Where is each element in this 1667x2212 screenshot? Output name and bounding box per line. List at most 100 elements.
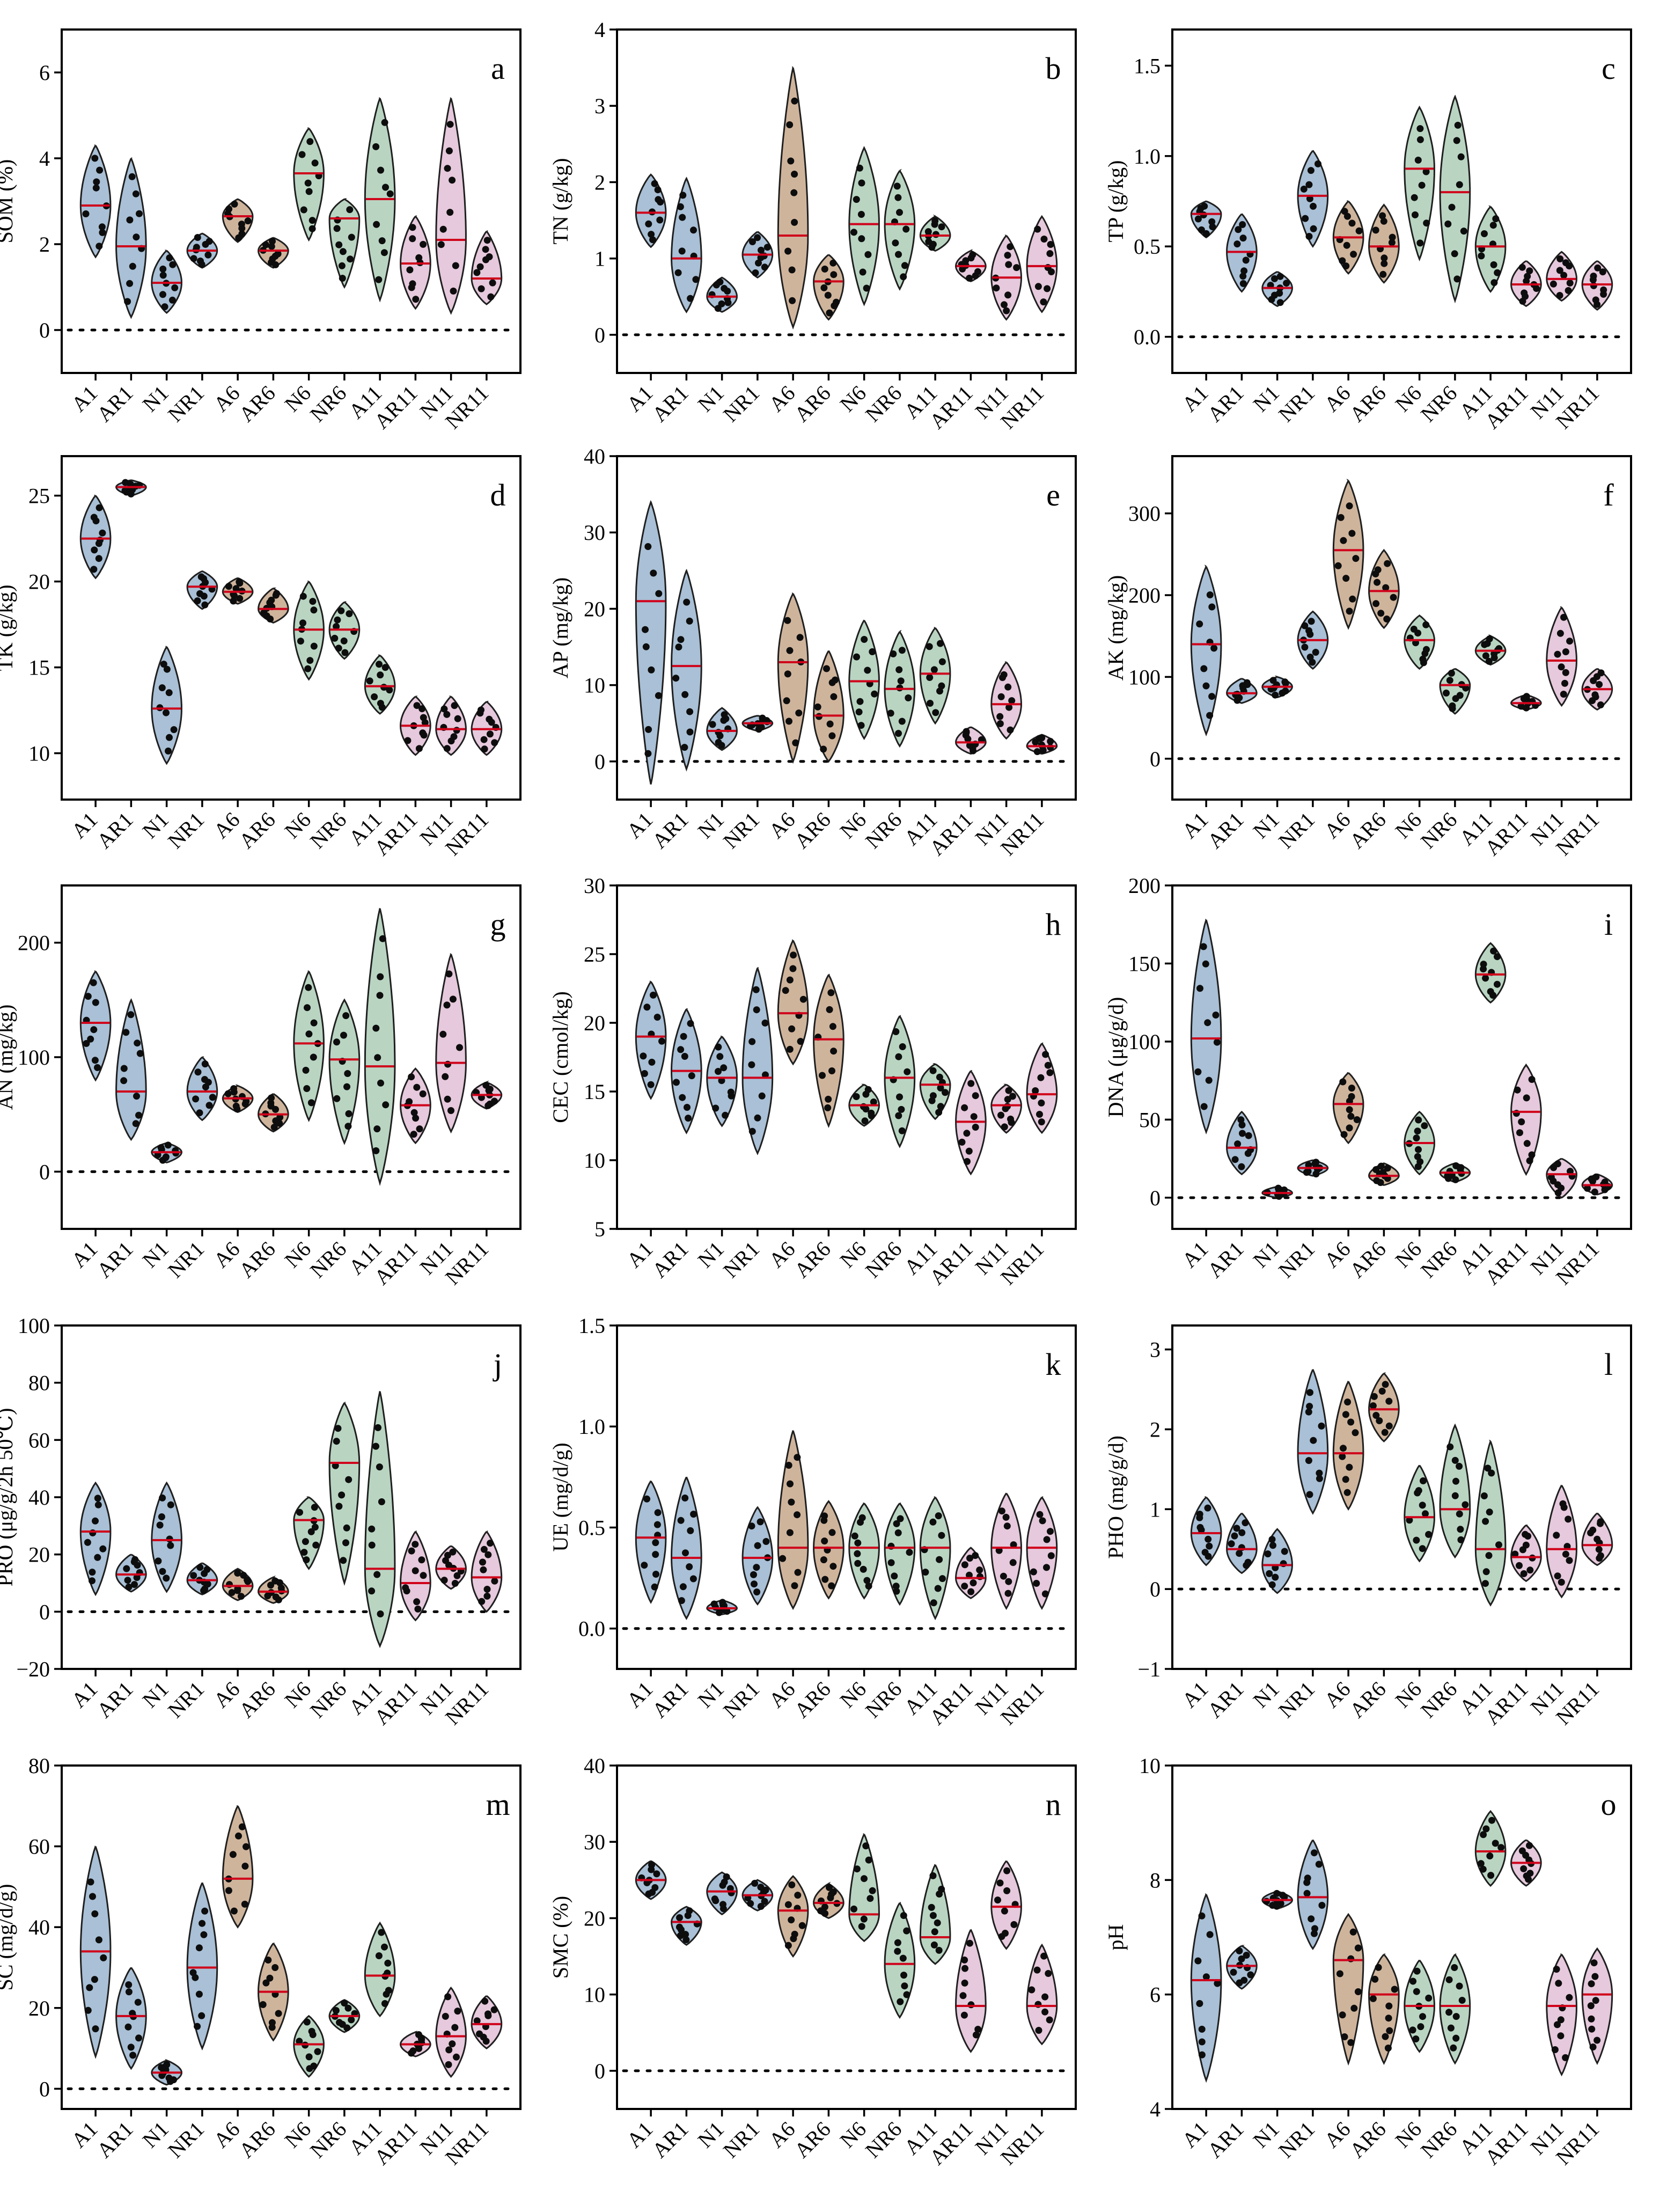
data-point <box>1276 273 1284 280</box>
data-point <box>196 590 203 597</box>
data-point <box>443 1001 451 1009</box>
data-point <box>451 702 458 709</box>
data-point <box>1416 239 1424 247</box>
data-point <box>823 665 830 672</box>
data-point <box>447 1107 454 1114</box>
data-point <box>1196 2000 1203 2007</box>
data-point <box>312 1541 320 1549</box>
data-point <box>643 1495 651 1503</box>
violin-A6 <box>777 1430 809 1610</box>
data-point <box>868 1109 875 1117</box>
data-point <box>163 709 170 716</box>
data-point <box>1556 292 1563 299</box>
data-point <box>830 1048 838 1055</box>
y-tick-label: 0.0 <box>1134 325 1161 349</box>
data-point <box>410 1109 418 1116</box>
data-point <box>1451 1492 1459 1499</box>
data-point <box>1047 744 1054 751</box>
x-tick-label: NR1 <box>163 2117 209 2163</box>
data-point <box>203 1566 211 1573</box>
data-point <box>236 595 244 602</box>
data-point <box>961 1956 968 1964</box>
data-point <box>1198 226 1205 233</box>
data-point <box>899 1043 906 1050</box>
data-point <box>1269 1902 1276 1909</box>
x-tick-label: NR1 <box>718 381 764 427</box>
violin-NR1 <box>186 1882 218 2051</box>
data-point <box>1379 1169 1387 1176</box>
data-point <box>307 1099 315 1107</box>
data-point <box>655 196 662 203</box>
violin-A6 <box>222 1805 254 1929</box>
data-point <box>240 1571 247 1579</box>
y-tick-label: 20 <box>28 1996 50 2020</box>
data-point <box>268 2019 276 2026</box>
data-point <box>1238 1163 1245 1170</box>
y-axis-label: TN (g/kg) <box>548 158 572 244</box>
data-point <box>1346 502 1353 510</box>
data-point <box>1038 1118 1045 1126</box>
data-point <box>299 619 306 627</box>
data-point <box>375 276 383 283</box>
data-point <box>409 280 416 288</box>
data-point <box>1422 621 1430 628</box>
data-point <box>1595 1546 1603 1553</box>
x-tick-label: AR6 <box>1345 1677 1390 1723</box>
data-point <box>1592 1173 1600 1181</box>
data-point <box>935 1946 943 1954</box>
data-point <box>91 546 98 554</box>
x-tick-label: NR6 <box>1416 1677 1462 1723</box>
data-point <box>406 266 414 274</box>
data-point <box>377 1610 384 1617</box>
data-point <box>960 2011 968 2019</box>
data-point <box>94 1501 102 1508</box>
violin-NR6 <box>1439 94 1471 304</box>
x-tick-label: AR1 <box>92 381 137 427</box>
violin-N6 <box>1404 614 1435 670</box>
data-point <box>937 640 944 647</box>
y-tick-label: 10 <box>584 1983 605 2007</box>
data-point <box>303 2018 311 2026</box>
data-point <box>409 235 416 243</box>
data-point <box>754 1114 761 1122</box>
data-point <box>205 1102 213 1109</box>
data-point <box>821 1537 828 1545</box>
data-point <box>95 1936 102 1944</box>
x-tick-label: AR1 <box>647 381 693 427</box>
data-point <box>158 684 166 692</box>
data-point <box>1238 1121 1246 1129</box>
data-point <box>305 2053 313 2061</box>
data-point <box>1477 1860 1485 1867</box>
data-point <box>676 1914 683 1921</box>
data-point <box>936 1556 943 1563</box>
data-point <box>1406 1517 1413 1524</box>
data-point <box>864 666 871 674</box>
data-point <box>788 1498 795 1506</box>
y-tick-label: 10 <box>1139 1754 1161 1778</box>
data-point <box>1411 194 1418 201</box>
data-point <box>1318 1902 1326 1909</box>
data-point <box>1264 1550 1272 1558</box>
panel-letter: k <box>1046 1347 1061 1382</box>
data-point <box>1419 2013 1426 2020</box>
violin-AR11 <box>1510 1063 1542 1176</box>
data-point <box>655 590 663 597</box>
data-point <box>752 269 759 276</box>
violin-A1 <box>79 1481 112 1596</box>
data-point <box>372 1024 380 1032</box>
violin-AR6 <box>813 973 844 1128</box>
data-point <box>863 284 870 292</box>
data-point <box>1388 239 1396 246</box>
data-point <box>1035 2027 1042 2034</box>
data-point <box>791 1582 798 1590</box>
data-point <box>687 1527 694 1534</box>
data-point <box>1488 1817 1495 1824</box>
data-point <box>828 732 836 739</box>
data-point <box>333 623 340 630</box>
data-point <box>896 1093 903 1101</box>
data-point <box>487 293 495 301</box>
data-point <box>476 263 484 270</box>
data-point <box>158 1513 165 1520</box>
data-point <box>442 2012 449 2020</box>
data-point <box>1239 1130 1246 1137</box>
